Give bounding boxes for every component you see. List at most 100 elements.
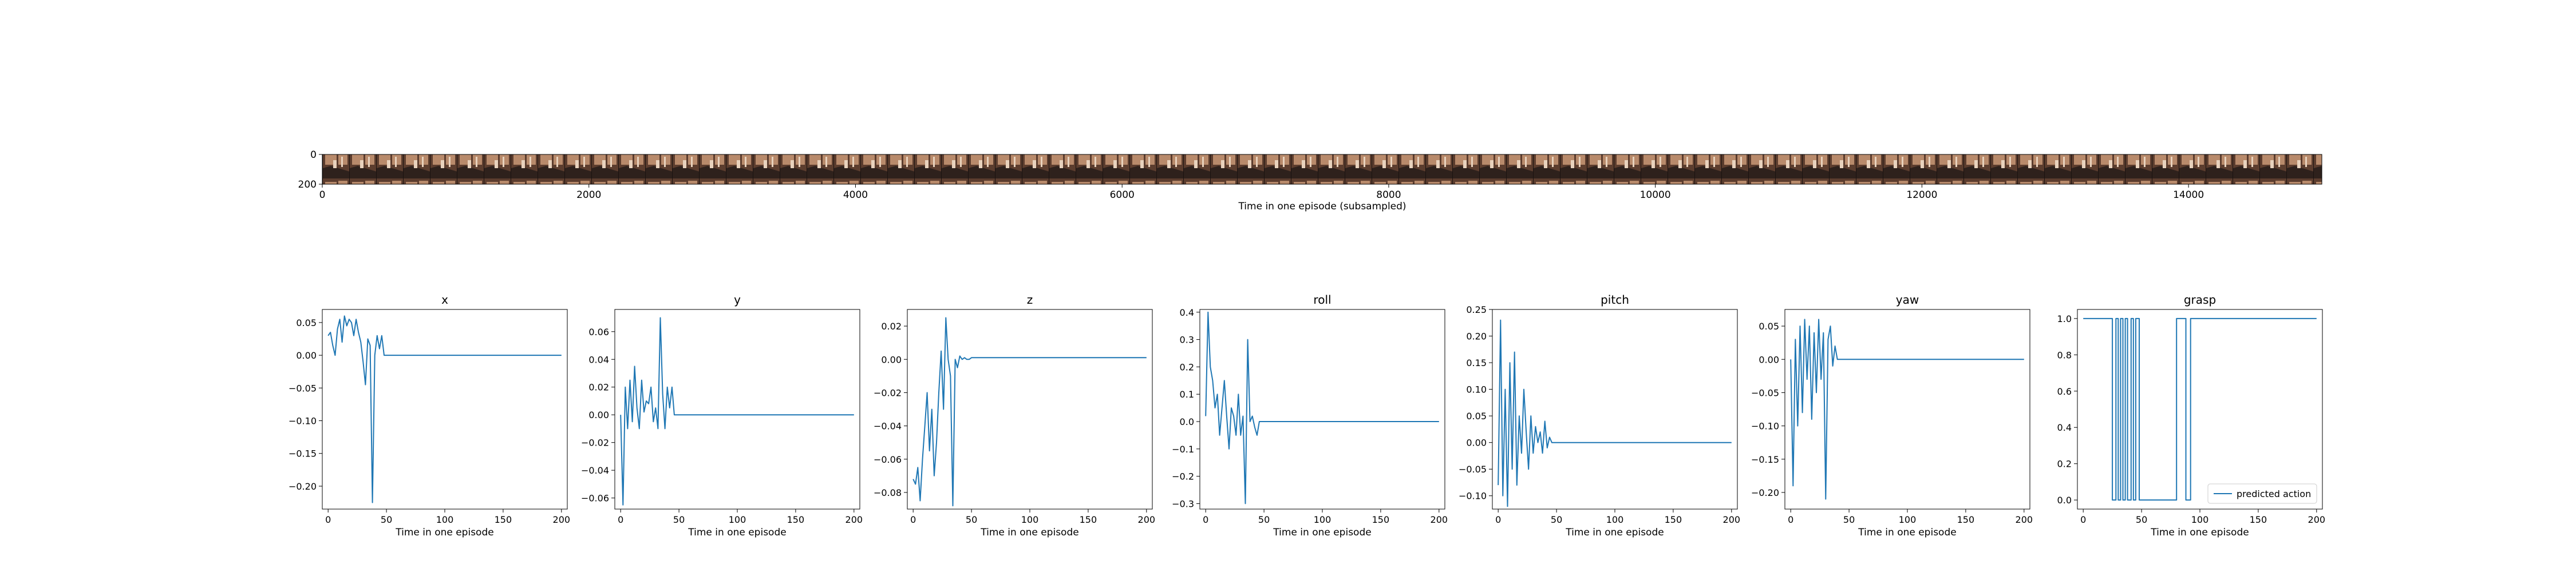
- series-line: [913, 318, 1147, 506]
- subplots: x0 50 100 150 200−0.20−0.15−0.10−0.050.000.0…: [289, 293, 2325, 538]
- xtick-label: 0: [618, 514, 623, 525]
- strip-xtick-label: 4000: [843, 189, 868, 201]
- xtick-label: 50: [2136, 514, 2147, 525]
- strip-xtick-label: 6000: [1110, 189, 1135, 201]
- subplot-title: z: [1027, 293, 1033, 307]
- ytick-label: −0.06: [581, 493, 609, 504]
- series-line: [328, 316, 562, 502]
- ytick-label: 0.8: [2057, 349, 2072, 360]
- xtick-label: 0: [1203, 514, 1208, 525]
- strip-xtick-label: 12000: [1906, 189, 1937, 201]
- ytick-label: −0.2: [1172, 471, 1194, 482]
- strip-xtick-label: 0: [319, 189, 326, 201]
- subplot-xlabel: Time in one episode: [688, 527, 786, 538]
- ytick-label: 0.6: [2057, 386, 2072, 397]
- xtick-label: 100: [436, 514, 454, 525]
- subplot-title: y: [734, 293, 741, 307]
- series-line: [1791, 319, 2024, 499]
- ytick-label: 0.04: [588, 354, 609, 365]
- subplot-z: z0 50 100 150 200−0.08−0.06−0.04−0.020.000.0…: [874, 293, 1155, 538]
- axes-frame: [322, 309, 567, 509]
- xtick-label: 100: [1899, 514, 1917, 525]
- ytick-label: −0.1: [1172, 444, 1194, 455]
- ytick-label: −0.05: [1751, 387, 1779, 398]
- ytick-label: 0.05: [1466, 411, 1487, 422]
- xtick-label: 150: [1957, 514, 1975, 525]
- ytick-label: −0.02: [874, 387, 902, 398]
- axes-frame: [1492, 309, 1737, 509]
- ytick-label: −0.06: [874, 454, 902, 465]
- ytick-label: 0.0: [2057, 495, 2072, 506]
- xtick-label: 200: [846, 514, 863, 525]
- subplot-grasp: grasp 0 50 100 150 200 0.0 0.2 0.4 0.6 0.8 1.0 Time …: [2057, 293, 2326, 538]
- subplot-xlabel: Time in one episode: [395, 527, 493, 538]
- ytick-label: 0.02: [881, 321, 902, 332]
- ytick-label: 0.00: [296, 350, 317, 361]
- subplot-pitch: pitch 0 50 100 150 200 −0.10 −0.05 0.00 0.05 0.10 0…: [1459, 293, 1740, 538]
- subplot-title: grasp: [2184, 293, 2216, 307]
- ytick-label: 0.15: [1466, 357, 1487, 368]
- xtick-label: 150: [1372, 514, 1390, 525]
- ytick-label: 0.1: [1180, 389, 1194, 400]
- image-strip-xlabel: Time in one episode (subsampled): [1238, 201, 1406, 212]
- ytick-label: 0.02: [588, 382, 609, 393]
- subplot-xlabel: Time in one episode: [1565, 527, 1664, 538]
- ytick-label: −0.3: [1172, 498, 1194, 509]
- ytick-label: −0.04: [581, 465, 609, 476]
- xtick-label: 150: [2250, 514, 2267, 525]
- ytick-label: 0.06: [588, 327, 609, 337]
- ytick-label: −0.08: [874, 487, 902, 498]
- xtick-label: 150: [1665, 514, 1682, 525]
- strip-xtick-label: 10000: [1640, 189, 1671, 201]
- ytick-label: 0.00: [588, 410, 609, 420]
- xtick-label: 50: [1551, 514, 1562, 525]
- xtick-label: 100: [729, 514, 746, 525]
- strip-ytick-label: 0: [310, 149, 317, 161]
- xtick-label: 200: [1138, 514, 1156, 525]
- xtick-label: 100: [1314, 514, 1332, 525]
- xtick-label: 50: [1258, 514, 1270, 525]
- xtick-label: 150: [495, 514, 512, 525]
- series-line: [2083, 319, 2317, 500]
- ytick-label: −0.02: [581, 438, 609, 448]
- ytick-label: 0.10: [1466, 384, 1487, 395]
- strip-xtick-label: 14000: [2173, 189, 2204, 201]
- subplot-title: roll: [1313, 293, 1331, 307]
- subplot-title: x: [441, 293, 448, 307]
- ytick-label: −0.15: [289, 448, 317, 459]
- xtick-label: 0: [910, 514, 916, 525]
- legend: predicted action: [2208, 484, 2317, 503]
- ytick-label: −0.05: [1459, 464, 1487, 475]
- ytick-label: 0.0: [1180, 416, 1194, 427]
- xtick-label: 200: [1723, 514, 1741, 525]
- ytick-label: 0.20: [1466, 331, 1487, 342]
- ytick-label: −0.05: [289, 383, 317, 394]
- legend-label: predicted action: [2237, 488, 2311, 499]
- subplot-x: x0 50 100 150 200−0.20−0.15−0.10−0.050.000.0…: [289, 293, 570, 538]
- subplot-y: y 0 50 100 150 200 −0.06 −0.04 −0.02 0.00 0.02 0.04…: [581, 293, 863, 538]
- axes-frame: [1200, 309, 1445, 509]
- subplot-title: pitch: [1601, 293, 1629, 307]
- xtick-label: 200: [2308, 514, 2326, 525]
- ytick-label: 0.2: [2057, 459, 2072, 470]
- series-line: [1498, 320, 1732, 507]
- subplot-xlabel: Time in one episode: [2150, 527, 2249, 538]
- ytick-label: 1.0: [2057, 313, 2072, 324]
- ytick-label: −0.20: [289, 481, 317, 492]
- axes-frame: [1785, 309, 2030, 509]
- subplot-xlabel: Time in one episode: [1858, 527, 1956, 538]
- strip-xtick-label: 2000: [576, 189, 601, 201]
- ytick-label: −0.15: [1751, 454, 1779, 465]
- ytick-label: 0.4: [1180, 307, 1194, 318]
- subplot-xlabel: Time in one episode: [980, 527, 1078, 538]
- xtick-label: 200: [1431, 514, 1448, 525]
- ytick-label: 0.00: [1759, 354, 1779, 365]
- axes-frame: [615, 309, 860, 509]
- ytick-label: 0.2: [1180, 362, 1194, 372]
- ytick-label: −0.10: [289, 416, 317, 427]
- xtick-label: 100: [1021, 514, 1039, 525]
- image-strip-frames: [322, 154, 2322, 184]
- strip-ytick-label: 200: [298, 179, 317, 190]
